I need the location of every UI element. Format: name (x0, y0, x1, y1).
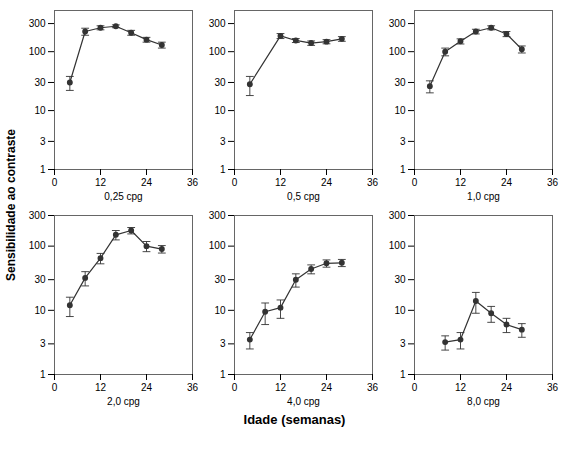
svg-text:300: 300 (29, 210, 46, 221)
svg-text:10: 10 (394, 105, 406, 116)
svg-text:10: 10 (394, 305, 406, 316)
svg-text:100: 100 (29, 240, 46, 251)
svg-text:1,0 cpg: 1,0 cpg (467, 191, 500, 202)
svg-text:3: 3 (400, 136, 406, 147)
svg-text:24: 24 (141, 177, 153, 188)
svg-text:0: 0 (232, 382, 238, 393)
svg-text:300: 300 (389, 18, 406, 29)
svg-text:4,0 cpg: 4,0 cpg (287, 396, 320, 407)
svg-text:36: 36 (547, 382, 559, 393)
svg-text:30: 30 (34, 274, 46, 285)
svg-text:100: 100 (389, 240, 406, 251)
svg-text:3: 3 (40, 338, 46, 349)
svg-text:24: 24 (321, 382, 333, 393)
svg-text:36: 36 (187, 382, 199, 393)
svg-text:1: 1 (40, 369, 46, 380)
svg-text:12: 12 (455, 382, 467, 393)
svg-text:12: 12 (275, 382, 287, 393)
svg-text:1: 1 (400, 369, 406, 380)
svg-text:0: 0 (52, 177, 58, 188)
svg-text:36: 36 (547, 177, 559, 188)
svg-text:24: 24 (141, 382, 153, 393)
html-text:Idade (semanas): Idade (semanas) (243, 412, 346, 427)
svg-text:12: 12 (95, 382, 107, 393)
svg-text:30: 30 (34, 77, 46, 88)
svg-text:0: 0 (232, 177, 238, 188)
svg-text:24: 24 (501, 177, 513, 188)
svg-text:2,0 cpg: 2,0 cpg (107, 396, 140, 407)
svg-text:30: 30 (214, 77, 226, 88)
svg-text:300: 300 (209, 210, 226, 221)
svg-text:100: 100 (209, 46, 226, 57)
html-text:Sensibilidade ao contraste: Sensibilidade ao contraste (4, 129, 18, 281)
svg-text:36: 36 (367, 382, 379, 393)
svg-text:10: 10 (34, 105, 46, 116)
svg-text:0: 0 (412, 177, 418, 188)
svg-text:12: 12 (275, 177, 287, 188)
svg-text:8,0 cpg: 8,0 cpg (467, 396, 500, 407)
svg-text:3: 3 (220, 338, 226, 349)
svg-text:24: 24 (501, 382, 513, 393)
svg-text:100: 100 (389, 46, 406, 57)
svg-text:36: 36 (187, 177, 199, 188)
svg-text:0,25 cpg: 0,25 cpg (104, 191, 142, 202)
svg-text:3: 3 (220, 136, 226, 147)
svg-text:0: 0 (412, 382, 418, 393)
svg-text:0,5 cpg: 0,5 cpg (287, 191, 320, 202)
svg-text:24: 24 (321, 177, 333, 188)
svg-text:300: 300 (389, 210, 406, 221)
svg-text:0: 0 (52, 382, 58, 393)
svg-text:1: 1 (220, 164, 226, 175)
svg-text:1: 1 (40, 164, 46, 175)
svg-text:10: 10 (34, 305, 46, 316)
svg-text:1: 1 (220, 369, 226, 380)
svg-text:12: 12 (95, 177, 107, 188)
svg-text:3: 3 (40, 136, 46, 147)
svg-text:12: 12 (455, 177, 467, 188)
svg-text:300: 300 (29, 18, 46, 29)
svg-text:36: 36 (367, 177, 379, 188)
svg-text:30: 30 (394, 77, 406, 88)
svg-text:300: 300 (209, 18, 226, 29)
svg-text:1: 1 (400, 164, 406, 175)
svg-text:10: 10 (214, 305, 226, 316)
svg-text:3: 3 (400, 338, 406, 349)
svg-text:100: 100 (29, 46, 46, 57)
svg-text:30: 30 (214, 274, 226, 285)
svg-text:100: 100 (209, 240, 226, 251)
svg-text:10: 10 (214, 105, 226, 116)
svg-text:30: 30 (394, 274, 406, 285)
